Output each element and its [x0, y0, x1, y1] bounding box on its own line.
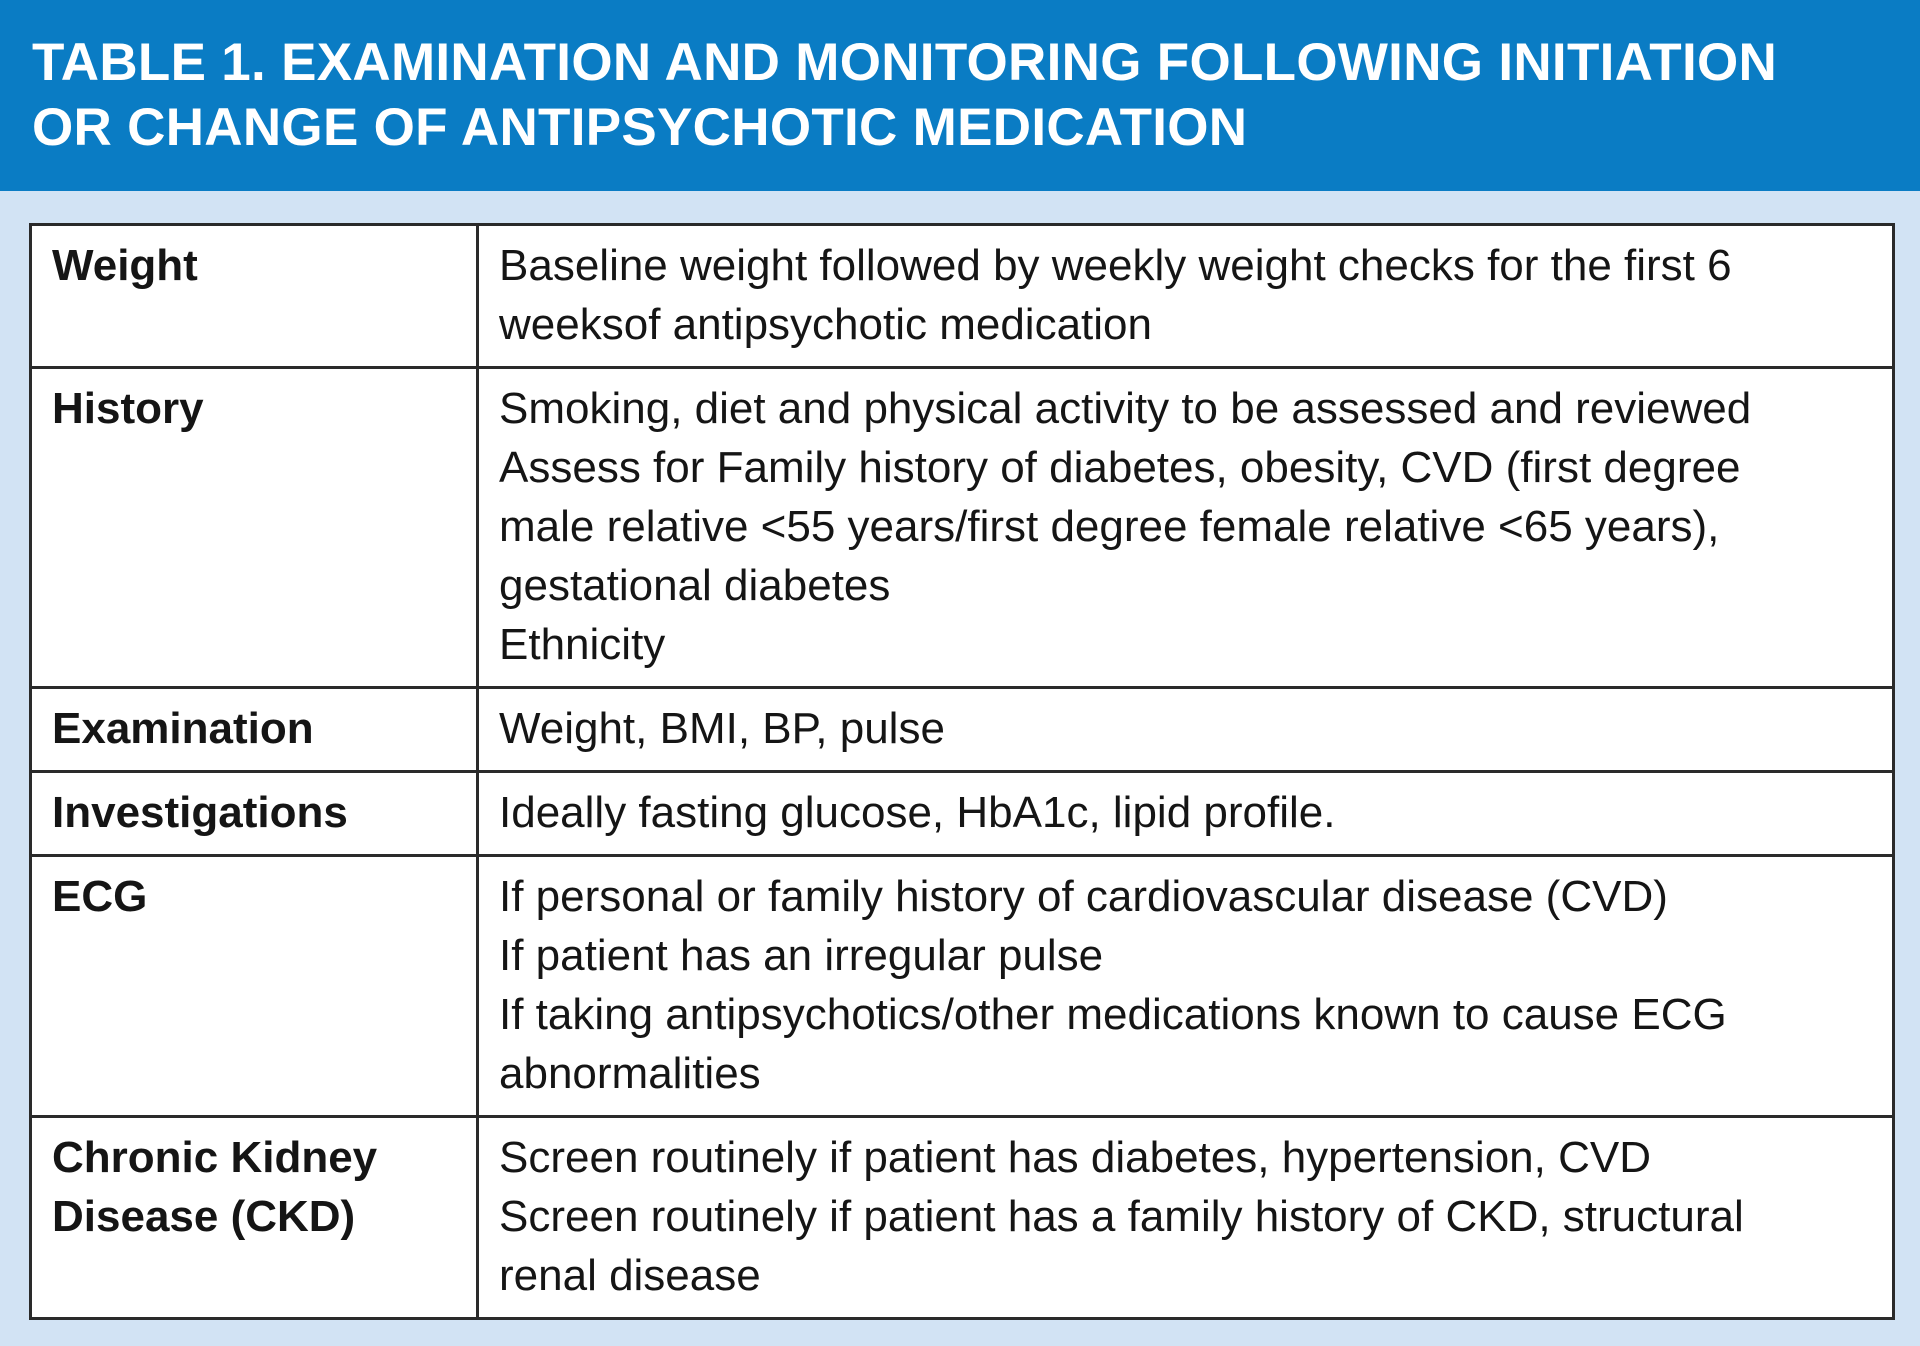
row-label: Examination — [29, 686, 479, 773]
row-label: ECG — [29, 854, 479, 1118]
row-details: Ideally fasting glucose, HbA1c, lipid pr… — [476, 770, 1895, 857]
table-row-investigations: Investigations Ideally fasting glucose, … — [29, 770, 1895, 857]
row-details: Baseline weight followed by weekly weigh… — [476, 223, 1895, 369]
row-details: Screen routinely if patient has diabetes… — [476, 1115, 1895, 1320]
table-row-ecg: ECG If personal or family history of car… — [29, 854, 1895, 1118]
monitoring-table: Weight Baseline weight followed by weekl… — [29, 223, 1895, 1320]
monitoring-table-container: Weight Baseline weight followed by weekl… — [29, 223, 1895, 1320]
table-row-ckd: Chronic Kidney Disease (CKD) Screen rout… — [29, 1115, 1895, 1320]
table-header-banner: TABLE 1. EXAMINATION AND MONITORING FOLL… — [0, 0, 1920, 191]
row-label: Investigations — [29, 770, 479, 857]
table-row-history: History Smoking, diet and physical activ… — [29, 366, 1895, 689]
row-label: Weight — [29, 223, 479, 369]
row-details: If personal or family history of cardiov… — [476, 854, 1895, 1118]
row-label: History — [29, 366, 479, 689]
table-row-weight: Weight Baseline weight followed by weekl… — [29, 223, 1895, 369]
row-details: Smoking, diet and physical activity to b… — [476, 366, 1895, 689]
table-title: TABLE 1. EXAMINATION AND MONITORING FOLL… — [32, 33, 1778, 157]
row-details: Weight, BMI, BP, pulse — [476, 686, 1895, 773]
table-row-examination: Examination Weight, BMI, BP, pulse — [29, 686, 1895, 773]
row-label: Chronic Kidney Disease (CKD) — [29, 1115, 479, 1320]
